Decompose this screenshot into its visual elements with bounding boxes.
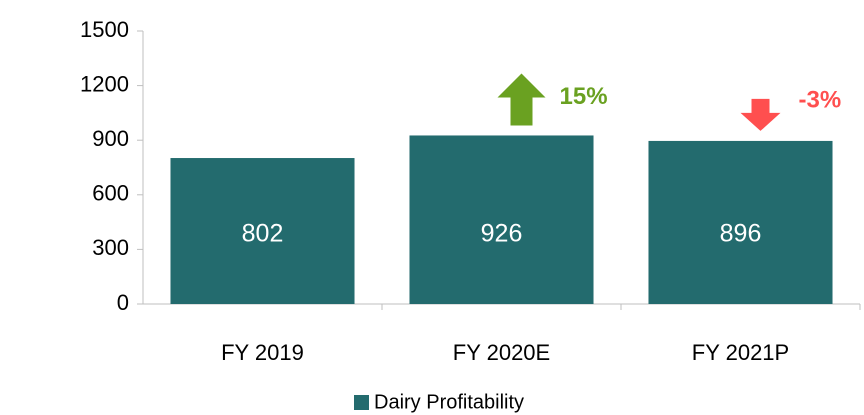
data-label: 926 bbox=[481, 220, 523, 248]
bar bbox=[170, 158, 355, 304]
annotation-arrow bbox=[497, 73, 546, 126]
y-tick-label: 0 bbox=[117, 290, 129, 315]
annotation-text: -3% bbox=[799, 86, 842, 113]
legend-swatch bbox=[354, 395, 369, 410]
annotation-text: 15% bbox=[560, 83, 608, 110]
annotation-arrow bbox=[740, 98, 781, 131]
data-label: 896 bbox=[720, 220, 762, 248]
x-tick-label: FY 2020E bbox=[453, 340, 550, 365]
y-tick-label: 300 bbox=[92, 235, 129, 260]
x-tick-label: FY 2019 bbox=[221, 340, 304, 365]
legend-label: Dairy Profitability bbox=[374, 391, 524, 413]
x-tick-label: FY 2021P bbox=[692, 340, 789, 365]
y-tick-label: 1500 bbox=[80, 17, 129, 42]
y-tick-label: 1200 bbox=[80, 71, 129, 96]
y-tick-label: 600 bbox=[92, 181, 129, 206]
y-tick-label: 900 bbox=[92, 126, 129, 151]
bar bbox=[409, 135, 594, 304]
data-label: 802 bbox=[242, 220, 284, 248]
bar bbox=[648, 140, 833, 304]
